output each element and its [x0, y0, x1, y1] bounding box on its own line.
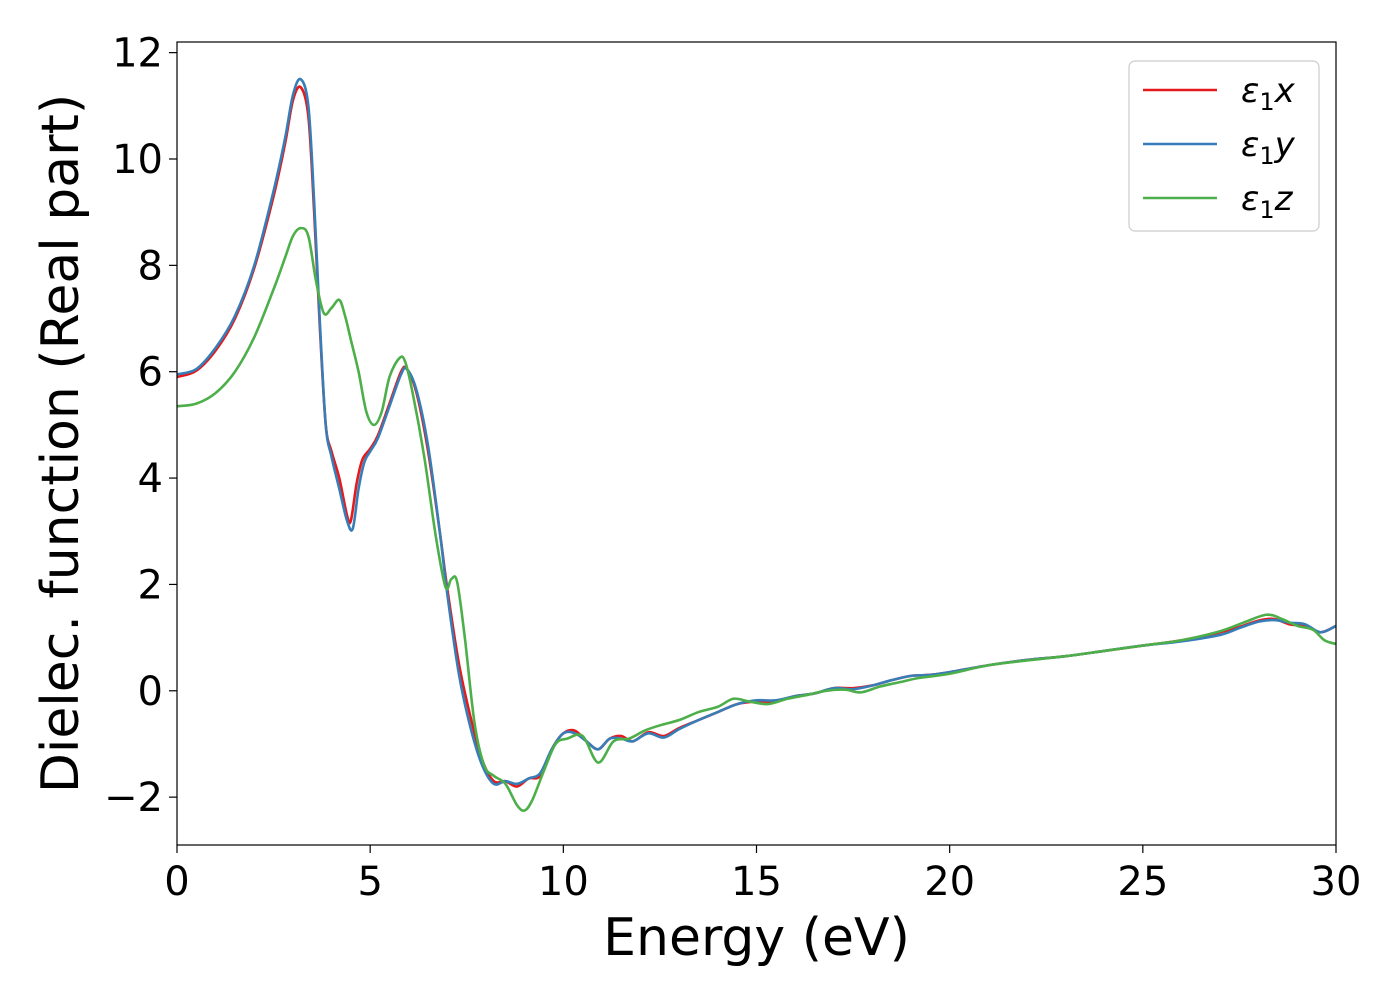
legend-label-z: ε1z [1241, 179, 1294, 224]
y-tick-label: 0 [138, 669, 163, 715]
legend-box [1128, 60, 1320, 232]
x-tick-label: 30 [1311, 859, 1362, 905]
x-tick-label: 10 [538, 859, 589, 905]
x-tick-label: 5 [357, 859, 382, 905]
y-tick-label: 2 [138, 562, 163, 608]
y-axis-label: Dielec. function (Real part) [31, 94, 91, 793]
legend-label-y: ε1y [1241, 125, 1296, 170]
y-tick-label: 4 [138, 456, 163, 502]
y-tick-label: 10 [112, 137, 163, 183]
y-tick-label: 12 [112, 31, 163, 77]
x-tick-label: 25 [1117, 859, 1168, 905]
x-tick-label: 15 [731, 859, 782, 905]
y-tick-label: −2 [104, 775, 163, 821]
series-line-z [177, 226, 1336, 812]
series-lines [177, 77, 1336, 812]
legend-label-x: ε1x [1241, 71, 1296, 116]
legend: ε1x ε1y ε1z [1128, 60, 1320, 232]
x-axis-label: Energy (eV) [603, 908, 910, 968]
y-tick-label: 8 [138, 243, 163, 289]
x-tick-label: 0 [164, 859, 189, 905]
x-tick-label: 20 [924, 859, 975, 905]
y-tick-label: 6 [138, 350, 163, 396]
